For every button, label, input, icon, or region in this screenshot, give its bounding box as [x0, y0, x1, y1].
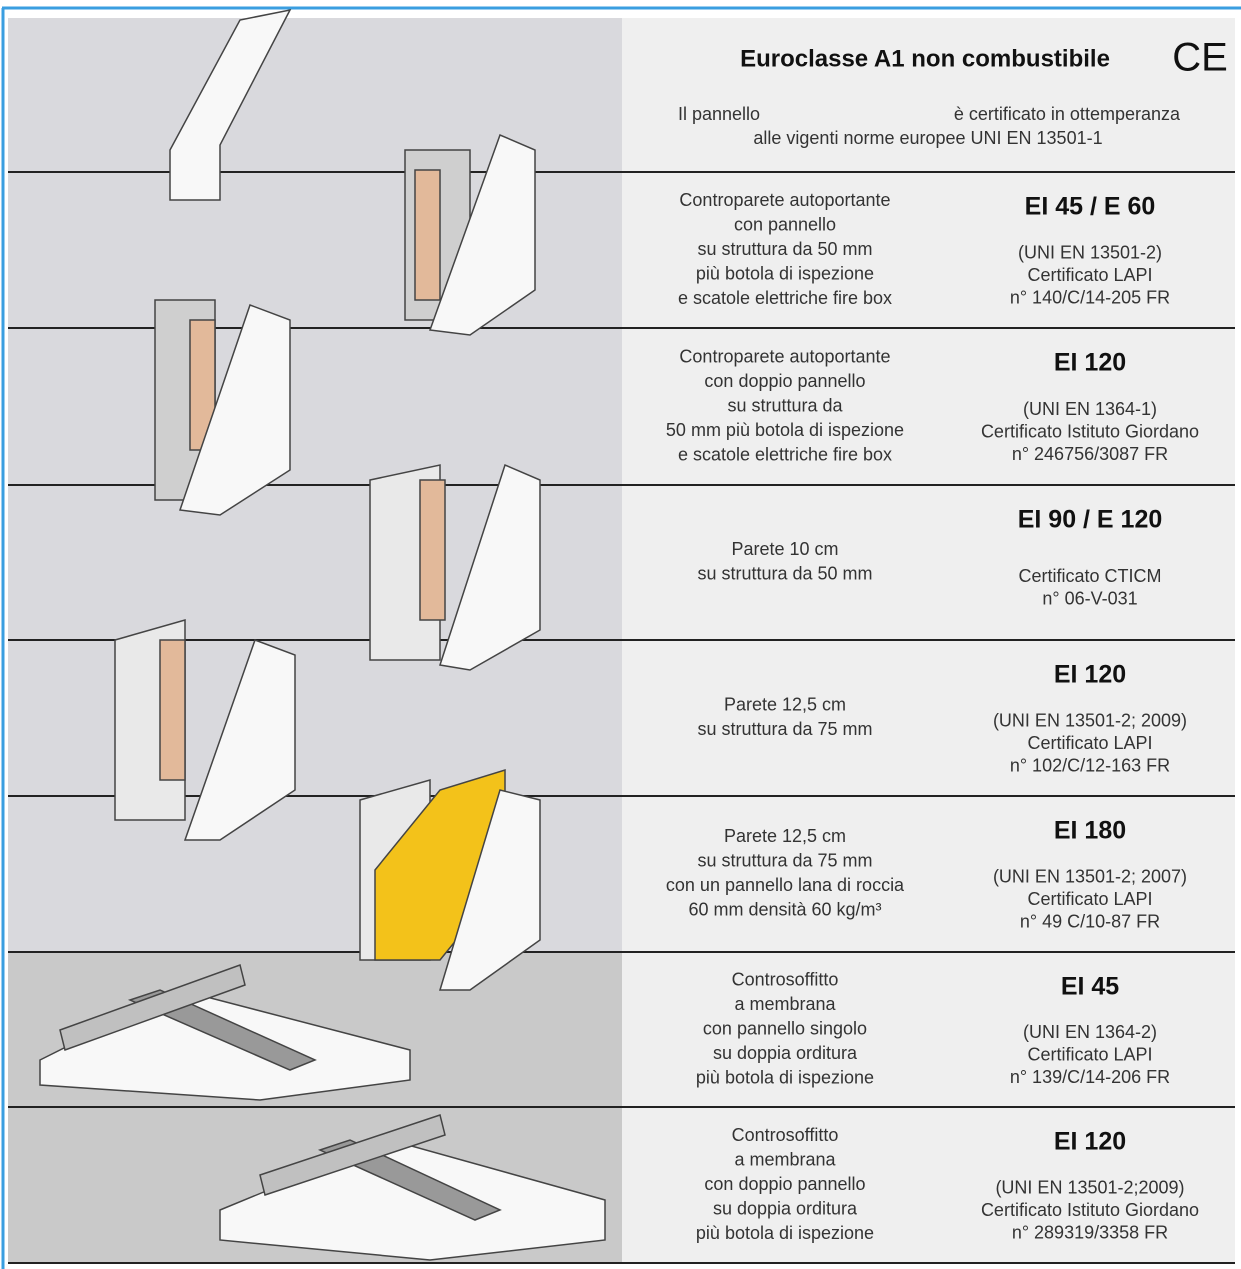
row-description: con doppio pannello: [704, 1174, 865, 1194]
fire-rating: EI 180: [1054, 817, 1126, 845]
certification: Certificato LAPI: [1027, 733, 1152, 753]
panel-drawing: [183, 639, 296, 841]
illustrations: [39, 8, 606, 1261]
row: Parete 12,5 cm su struttura da 75 mm EI 12…: [697, 661, 1187, 776]
row-description: Parete 10 cm: [731, 539, 838, 559]
board-drawing: [414, 169, 441, 301]
row-description: Controsoffitto: [732, 969, 839, 989]
row-description: con pannello singolo: [703, 1018, 867, 1038]
certification: Certificato LAPI: [1027, 265, 1152, 285]
certification: (UNI EN 13501-2;2009): [995, 1177, 1184, 1197]
fire-rating: EI 120: [1054, 349, 1126, 377]
row: Controsoffitto a membrana con pannello sin…: [696, 969, 1170, 1087]
panel-drawing: [439, 463, 541, 671]
row-description: e scatole elettriche fire box: [678, 288, 892, 308]
certification: n° 06-V-031: [1042, 589, 1137, 609]
row-description: su doppia orditura: [713, 1198, 858, 1218]
row-description: 50 mm più botola di ispezione: [666, 420, 904, 440]
fire-rating: EI 45 / E 60: [1025, 193, 1156, 221]
certification: (UNI EN 13501-2; 2009): [993, 710, 1187, 730]
row-description: su struttura da 50 mm: [697, 564, 872, 584]
header-description: è certificato in ottemperanza: [954, 104, 1181, 124]
row: Parete 10 cm su struttura da 50 mm EI 90 /…: [697, 506, 1162, 609]
row-description: su struttura da 75 mm: [697, 851, 872, 871]
row-description: su struttura da 50 mm: [697, 239, 872, 259]
board-drawing: [419, 479, 446, 621]
certification: Certificato LAPI: [1027, 889, 1152, 909]
row-description: più botola di ispezione: [696, 263, 874, 283]
row-description: 60 mm densità 60 kg/m³: [688, 900, 881, 920]
certification: n° 246756/3087 FR: [1012, 444, 1168, 464]
row-description: con pannello: [734, 214, 836, 234]
row-description: e scatole elettriche fire box: [678, 444, 892, 464]
certification: (UNI EN 13501-2): [1018, 242, 1162, 262]
panel-drawing: [428, 133, 536, 336]
fire-rating: EI 45: [1061, 973, 1119, 1001]
certification: n° 139/C/14-206 FR: [1010, 1067, 1170, 1087]
row-description: Controparete autoportante: [679, 346, 890, 366]
row-description: Controparete autoportante: [679, 190, 890, 210]
row-description: più botola di ispezione: [696, 1067, 874, 1087]
fire-rating: EI 120: [1054, 661, 1126, 689]
row-description: a membrana: [734, 1149, 836, 1169]
certification: n° 140/C/14-205 FR: [1010, 287, 1170, 307]
header-title: Euroclasse A1 non combustibile: [740, 45, 1110, 72]
certification: n° 289319/3358 FR: [1012, 1222, 1168, 1242]
certification: (UNI EN 13501-2; 2007): [993, 866, 1187, 886]
row-description: su struttura da 75 mm: [697, 719, 872, 739]
certification: Certificato Istituto Giordano: [981, 1200, 1199, 1220]
certification: n° 49 C/10-87 FR: [1020, 911, 1160, 931]
row-description: su doppia orditura: [713, 1043, 858, 1063]
row: Controsoffitto a membrana con doppio panne…: [696, 1125, 1199, 1243]
header-description: alle vigenti norme europee UNI EN 13501-…: [753, 128, 1102, 148]
row-description: con un pannello lana di roccia: [666, 875, 905, 895]
fire-rating: EI 90 / E 120: [1018, 506, 1163, 534]
rows: Controparete autoportante con pannello su …: [666, 190, 1199, 1243]
row-description: con doppio pannello: [704, 371, 865, 391]
channel-drawing: [59, 964, 246, 1051]
certification: Certificato Istituto Giordano: [981, 421, 1199, 441]
row-description: Parete 12,5 cm: [724, 695, 846, 715]
panel-drawing: [178, 304, 291, 516]
fire-rating: EI 120: [1054, 1128, 1126, 1156]
row: Controparete autoportante con pannello su …: [678, 190, 1170, 308]
channel-drawing: [259, 1114, 446, 1196]
row-description: Controsoffitto: [732, 1125, 839, 1145]
ce-mark: CE: [1172, 36, 1228, 80]
row-description: su struttura da: [727, 395, 843, 415]
certification: n° 102/C/12-163 FR: [1010, 755, 1170, 775]
certification: (UNI EN 1364-2): [1023, 1022, 1157, 1042]
row: Controparete autoportante con doppio pann…: [666, 346, 1199, 464]
panel-drawing: [169, 8, 292, 201]
row-description: a membrana: [734, 994, 836, 1014]
certification: Certificato CTICM: [1018, 566, 1161, 586]
board-drawing: [159, 639, 186, 781]
row: Parete 12,5 cm su struttura da 75 mm con u…: [666, 817, 1187, 932]
certification: (UNI EN 1364-1): [1023, 399, 1157, 419]
panel-drawing: [438, 789, 541, 991]
row-description: più botola di ispezione: [696, 1223, 874, 1243]
header-description: Il pannello: [678, 104, 760, 124]
certification: Certificato LAPI: [1027, 1044, 1152, 1064]
row-description: Parete 12,5 cm: [724, 826, 846, 846]
